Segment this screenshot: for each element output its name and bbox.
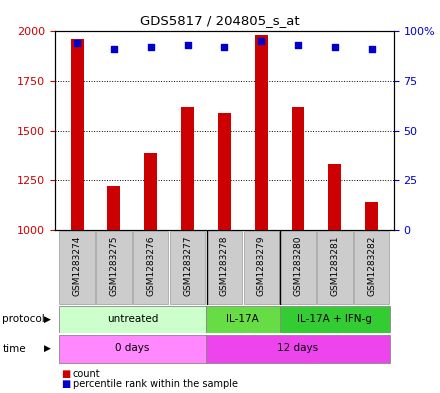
Bar [292, 107, 304, 230]
Bar [328, 164, 341, 230]
Point [258, 38, 265, 44]
Text: GSM1283276: GSM1283276 [146, 235, 155, 296]
Bar [59, 335, 206, 363]
Point [294, 42, 301, 48]
Text: GSM1283274: GSM1283274 [73, 235, 81, 296]
Bar [107, 186, 121, 230]
Text: GSM1283280: GSM1283280 [293, 235, 303, 296]
Text: ▶: ▶ [44, 315, 51, 324]
Text: ■: ■ [62, 379, 71, 389]
Bar [59, 306, 206, 333]
Text: GSM1283279: GSM1283279 [257, 235, 266, 296]
Text: GDS5817 / 204805_s_at: GDS5817 / 204805_s_at [140, 14, 300, 27]
Point [73, 40, 81, 46]
Bar [255, 35, 268, 230]
Text: untreated: untreated [106, 314, 158, 324]
Bar [71, 39, 84, 230]
Bar [144, 152, 157, 230]
Point [331, 44, 338, 50]
Bar [218, 113, 231, 230]
Text: time: time [2, 344, 26, 354]
Point [221, 44, 228, 50]
Point [368, 46, 375, 52]
Text: GSM1283278: GSM1283278 [220, 235, 229, 296]
Text: percentile rank within the sample: percentile rank within the sample [73, 379, 238, 389]
Bar [181, 107, 194, 230]
Text: GSM1283281: GSM1283281 [330, 235, 339, 296]
Bar [96, 231, 132, 304]
Bar [280, 231, 316, 304]
Bar [206, 306, 280, 333]
Bar [206, 335, 390, 363]
Point [147, 44, 154, 50]
Bar [133, 231, 169, 304]
Bar [59, 231, 95, 304]
Text: IL-17A: IL-17A [227, 314, 259, 324]
Bar [170, 231, 205, 304]
Bar [317, 231, 352, 304]
Bar [365, 202, 378, 230]
Text: IL-17A + IFN-g: IL-17A + IFN-g [297, 314, 372, 324]
Text: GSM1283275: GSM1283275 [110, 235, 118, 296]
Text: count: count [73, 369, 100, 379]
Text: ■: ■ [62, 369, 71, 379]
Point [110, 46, 117, 52]
Point [184, 42, 191, 48]
Text: GSM1283277: GSM1283277 [183, 235, 192, 296]
Text: 0 days: 0 days [115, 343, 150, 353]
Bar [244, 231, 279, 304]
Text: 12 days: 12 days [278, 343, 319, 353]
Bar [280, 306, 390, 333]
Text: ▶: ▶ [44, 344, 51, 353]
Bar [354, 231, 389, 304]
Bar [207, 231, 242, 304]
Text: GSM1283282: GSM1283282 [367, 235, 376, 296]
Text: protocol: protocol [2, 314, 45, 324]
